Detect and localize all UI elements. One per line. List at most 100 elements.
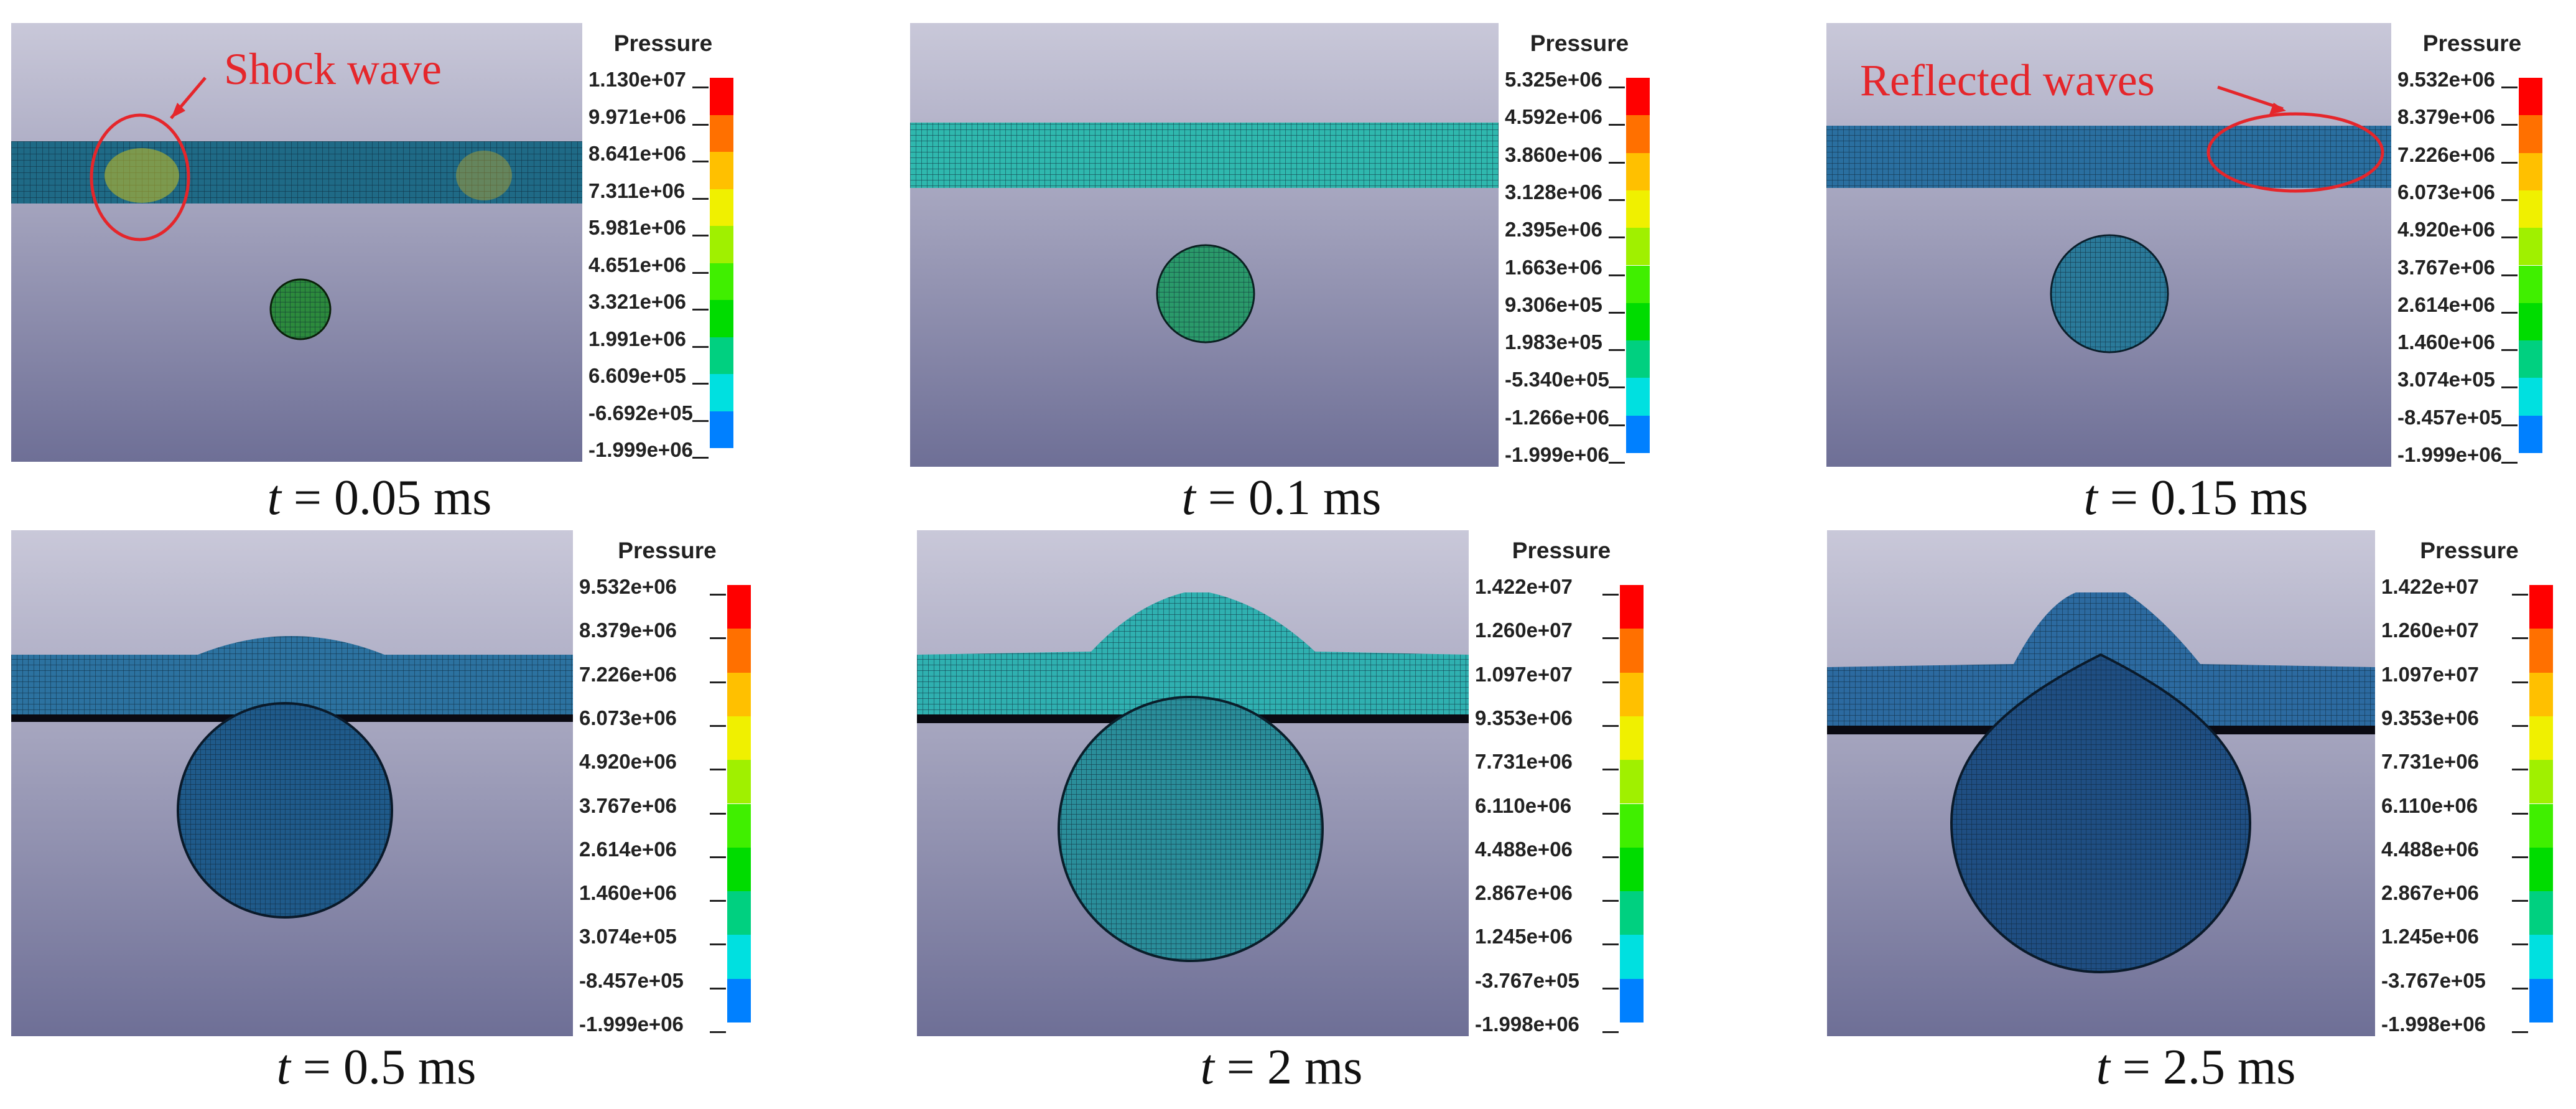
legend-tick-label: 2.867e+06 — [1475, 881, 1573, 905]
time-symbol: t — [1200, 1040, 1214, 1095]
legend-tick-mark — [1602, 769, 1619, 771]
legend-tick-mark — [2501, 274, 2518, 276]
time-value: = 2 ms — [1214, 1040, 1363, 1095]
legend-tick-label: 1.460e+06 — [579, 881, 677, 905]
legend-band — [710, 115, 733, 152]
legend-tick-mark — [2501, 311, 2518, 314]
legend-title: Pressure — [2422, 30, 2522, 56]
legend-tick-mark — [1602, 1031, 1619, 1033]
legend-tick-label: 1.260e+07 — [1475, 619, 1573, 642]
legend-tick-mark — [1609, 386, 1625, 389]
legend-band — [2519, 415, 2542, 453]
legend-tick-mark — [1609, 311, 1625, 314]
legend-tick-label: 4.920e+06 — [579, 750, 677, 774]
legend-tick-mark — [1609, 462, 1625, 464]
legend-tick-label: 1.245e+06 — [2381, 925, 2479, 948]
legend-tick-mark — [2501, 386, 2518, 389]
legend-tick-label: 1.097e+07 — [2381, 662, 2479, 686]
legend-tick-mark — [1609, 349, 1625, 352]
legend-band — [727, 672, 751, 716]
legend-tick-label: 6.110e+06 — [1475, 793, 1572, 817]
legend-tick-mark — [2512, 812, 2528, 815]
legend-tick-label: 1.245e+06 — [1475, 925, 1573, 948]
legend-tick-mark — [1602, 943, 1619, 946]
legend-band — [2529, 803, 2553, 848]
legend-band — [2529, 891, 2553, 935]
legend-tick-label: 8.641e+06 — [588, 142, 686, 165]
legend-band — [710, 226, 733, 263]
legend-tick-label: 1.663e+06 — [1505, 255, 1602, 279]
legend-tick-mark — [2512, 594, 2528, 596]
simulation-view — [1826, 23, 2391, 467]
legend-band — [1620, 585, 1644, 629]
legend-band — [1626, 378, 1650, 416]
legend-title: Pressure — [1512, 538, 1611, 563]
legend-band — [1620, 629, 1644, 673]
legend-tick-label: 1.260e+07 — [2381, 619, 2479, 642]
legend-band — [727, 629, 751, 673]
legend-tick-label: -3.767e+05 — [1475, 968, 1579, 992]
legend-tick-mark — [1602, 900, 1619, 902]
legend-band — [2529, 847, 2553, 892]
time-caption: t = 2.5 ms — [2009, 1039, 2383, 1096]
legend-tick-label: 7.311e+06 — [588, 179, 686, 202]
bubble — [269, 278, 332, 340]
legend-band — [2519, 78, 2542, 116]
legend-tick-mark — [710, 856, 726, 858]
time-symbol: t — [1181, 470, 1196, 525]
simulation-render — [917, 530, 1469, 1036]
bubble — [1950, 653, 2252, 973]
simulation-view — [11, 530, 573, 1036]
pressure-spot — [456, 151, 512, 200]
legend-band — [710, 374, 733, 411]
legend-band — [727, 585, 751, 629]
simulation-view — [917, 530, 1469, 1036]
legend-band — [2519, 190, 2542, 228]
legend-band — [727, 978, 751, 1022]
legend-tick-mark — [710, 769, 726, 771]
legend-band — [710, 411, 733, 448]
legend-tick-mark — [692, 345, 709, 348]
legend-tick-label: 1.422e+07 — [1475, 575, 1573, 598]
legend-band — [1626, 115, 1650, 153]
bubble — [2050, 234, 2169, 353]
panel-4: Pressure 9.532e+06 8.379e+06 7.226e+06 6.073… — [11, 530, 761, 1036]
time-caption: t = 0.5 ms — [190, 1039, 563, 1096]
legend-tick-mark — [1609, 161, 1625, 164]
legend-tick-mark — [692, 309, 709, 311]
legend-tick-label: 9.971e+06 — [588, 105, 686, 128]
legend-band — [2519, 152, 2542, 190]
legend-band — [2519, 115, 2542, 153]
legend-band — [2519, 302, 2542, 341]
pressure-legend: Pressure 9.532e+06 8.379e+06 7.226e+06 6.073… — [2391, 23, 2553, 467]
legend-tick-mark — [1609, 124, 1625, 126]
legend-tick-label: 6.609e+05 — [588, 364, 686, 387]
legend-tick-label: 3.074e+05 — [2397, 368, 2495, 391]
legend-tick-mark — [1609, 87, 1625, 88]
pressure-legend: Pressure 9.532e+06 8.379e+06 7.226e+06 6.073… — [573, 530, 761, 1036]
legend-tick-label: 1.422e+07 — [2381, 575, 2479, 598]
legend-tick-mark — [2512, 900, 2528, 902]
legend-band — [2519, 378, 2542, 416]
simulation-view — [11, 23, 582, 462]
legend-tick-mark — [1609, 236, 1625, 239]
legend-tick-mark — [692, 123, 709, 126]
legend-tick-label: 6.073e+06 — [579, 706, 677, 729]
legend-band — [1626, 228, 1650, 266]
legend-tick-mark — [710, 724, 726, 727]
legend-tick-label: 4.488e+06 — [2381, 837, 2479, 861]
legend-tick-mark — [2512, 856, 2528, 858]
legend-tick-mark — [692, 235, 709, 236]
legend-tick-label: 9.532e+06 — [579, 575, 677, 598]
legend-tick-label: 4.920e+06 — [2397, 218, 2495, 241]
legend-tick-label: -1.998e+06 — [2381, 1013, 2486, 1036]
legend-band — [727, 716, 751, 760]
legend-tick-label: 8.379e+06 — [579, 619, 677, 642]
legend-tick-mark — [2512, 681, 2528, 683]
legend-tick-mark — [2512, 637, 2528, 640]
legend-band — [727, 803, 751, 848]
legend-band — [1626, 78, 1650, 116]
legend-tick-label: 4.488e+06 — [1475, 837, 1573, 861]
legend-tick-mark — [2512, 724, 2528, 727]
legend-band — [2519, 228, 2542, 266]
